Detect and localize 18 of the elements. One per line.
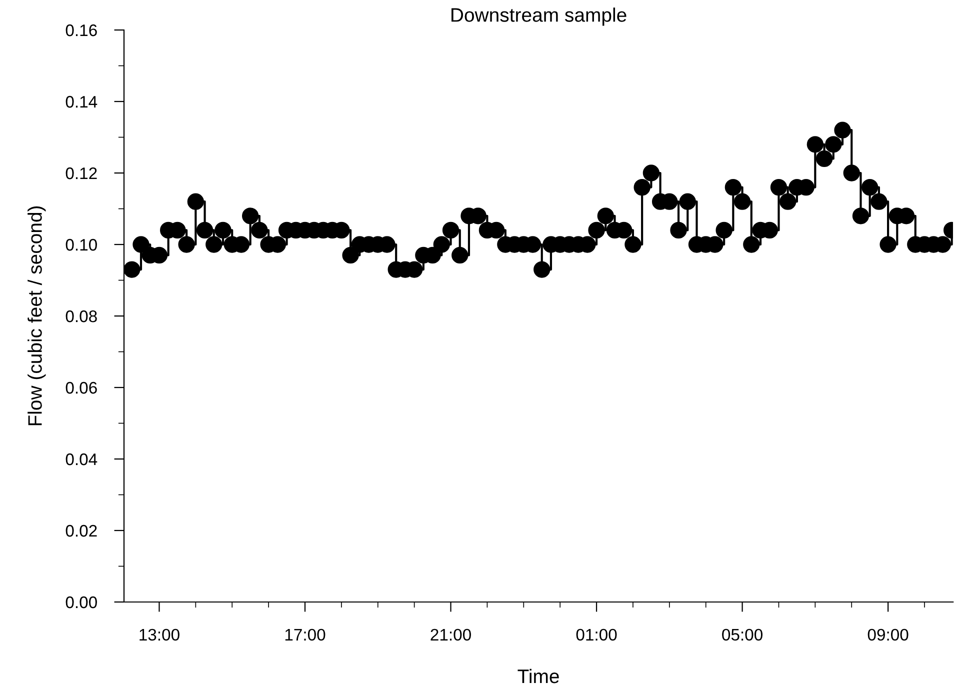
chart-title: Downstream sample [452, 8, 626, 26]
y-axis-title: Flow (cubic feet / second) [28, 206, 46, 426]
x-tick-label: 01:00 [576, 628, 617, 641]
y-tick-label: 0.16 [66, 24, 97, 36]
y-tick-label: 0.00 [66, 596, 97, 608]
x-tick-label: 17:00 [285, 628, 326, 641]
x-axis-title: Time [518, 668, 559, 684]
y-tick-label: 0.10 [66, 238, 97, 251]
x-tick-label: 09:00 [868, 628, 908, 641]
y-tick-label: 0.02 [66, 524, 97, 537]
y-tick-label: 0.06 [66, 382, 97, 394]
y-tick-label: 0.14 [66, 96, 98, 108]
y-tick-label: 0.08 [66, 310, 97, 322]
x-tick-label: 13:00 [140, 628, 180, 641]
x-tick-label: 05:00 [722, 628, 762, 641]
y-tick-label: 0.04 [66, 453, 98, 466]
x-tick-label: 21:00 [430, 628, 471, 641]
y-tick-label: 0.12 [66, 167, 97, 180]
